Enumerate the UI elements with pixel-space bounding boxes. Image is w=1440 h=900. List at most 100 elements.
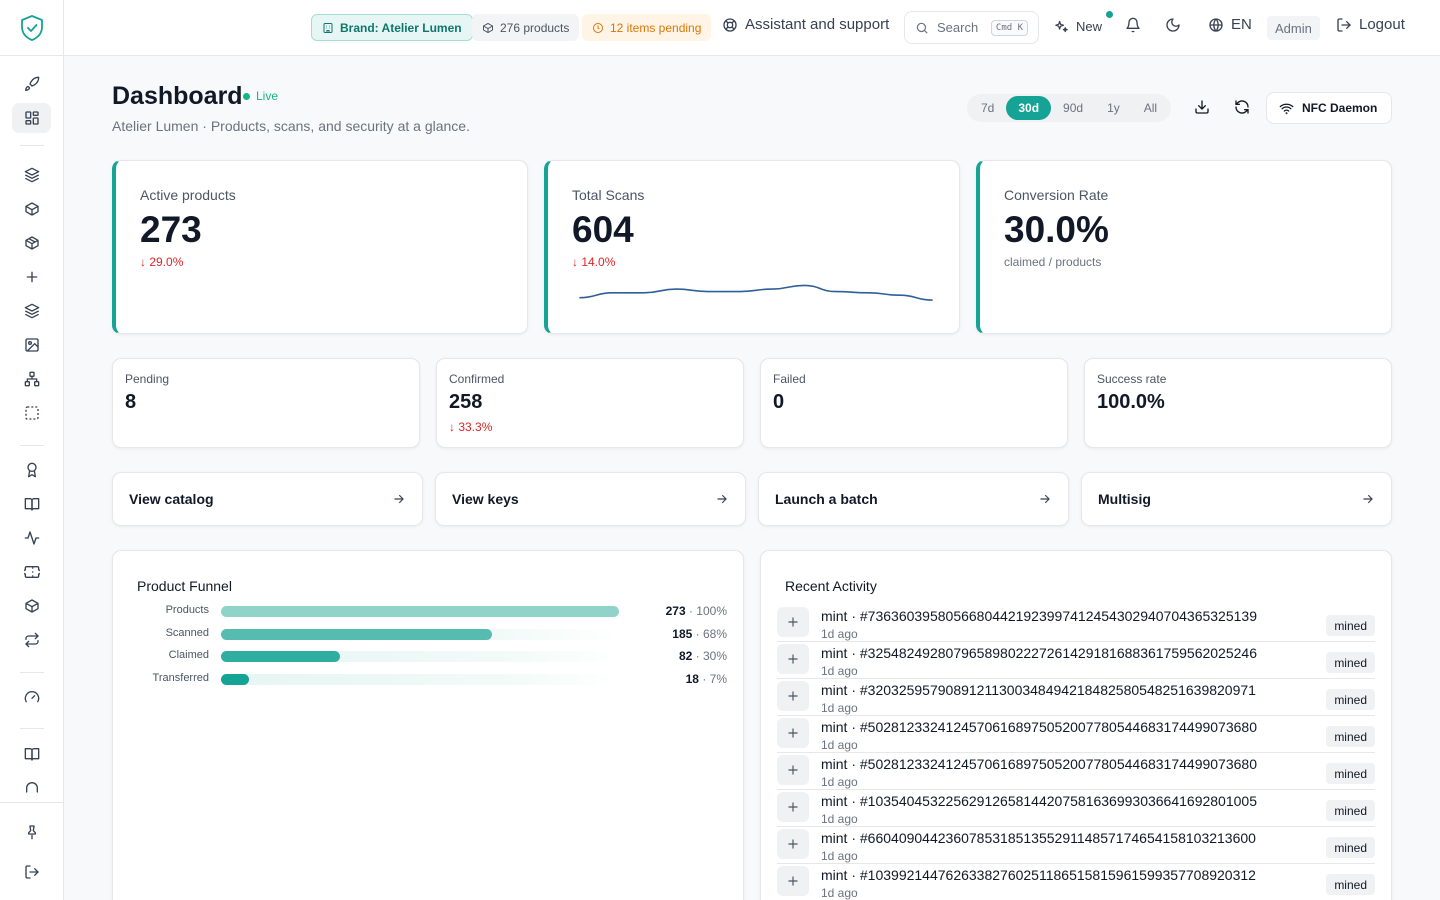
stat-label: Failed — [773, 372, 806, 386]
nfc-daemon-label: NFC Daemon — [1302, 101, 1378, 115]
live-label: Live — [256, 89, 279, 103]
notifications-button[interactable] — [1125, 17, 1141, 33]
range-90d[interactable]: 90d — [1063, 101, 1084, 115]
activity-row[interactable]: mint · #50281233241245706168975052007780… — [777, 716, 1375, 753]
funnel-value: 273 · 100% — [665, 604, 727, 618]
view-keys-button[interactable]: View keys — [435, 472, 746, 526]
view-catalog-button[interactable]: View catalog — [112, 472, 423, 526]
sidebar-item-docs[interactable] — [12, 489, 51, 519]
activity-expand-button[interactable] — [777, 866, 809, 896]
brand-chip-label: Brand: Atelier Lumen — [340, 20, 462, 35]
kpi-note: claimed / products — [1004, 255, 1102, 269]
sidebar-item-guide[interactable] — [12, 739, 51, 769]
sidebar-item-tickets[interactable] — [12, 557, 51, 587]
activity-status-badge: mined — [1326, 874, 1375, 895]
activity-row[interactable]: mint · #50281233241245706168975052007780… — [777, 753, 1375, 790]
activity-row[interactable]: mint · #10399214476263382760251186515815… — [777, 864, 1375, 900]
activity-expand-button[interactable] — [777, 792, 809, 822]
sidebar-item-media[interactable] — [12, 330, 51, 360]
moon-icon — [1166, 18, 1180, 32]
activity-title: mint · #73636039580566804421923997412454… — [821, 608, 1257, 624]
activity-expand-button[interactable] — [777, 607, 809, 637]
multisig-button[interactable]: Multisig — [1081, 472, 1392, 526]
stat-label: Pending — [125, 372, 170, 386]
activity-row[interactable]: mint · #73636039580566804421923997412454… — [777, 605, 1375, 642]
arrow-right-icon — [1363, 494, 1373, 504]
assistant-link[interactable]: Assistant and support — [722, 16, 889, 33]
stat-value: 8 — [125, 391, 137, 413]
range-30d[interactable]: 30d — [1006, 96, 1052, 120]
brand-logo[interactable] — [0, 0, 63, 56]
sidebar-item-inventory[interactable] — [12, 591, 51, 621]
theme-toggle[interactable] — [1165, 17, 1181, 33]
sidebar-item-products[interactable] — [12, 194, 51, 224]
language-selector[interactable]: EN — [1208, 16, 1252, 33]
refresh-button[interactable] — [1234, 99, 1250, 115]
package-check-icon — [24, 599, 39, 613]
rocket-icon — [24, 76, 39, 91]
download-button[interactable] — [1194, 99, 1210, 115]
activity-row[interactable]: mint · #66040904423607853185135529114857… — [777, 827, 1375, 864]
sidebar-item-pin[interactable] — [12, 817, 51, 847]
stat-label: Confirmed — [449, 372, 505, 386]
sidebar-item-activity[interactable] — [12, 523, 51, 553]
activity-row[interactable]: mint · #10354045322562912658144207581636… — [777, 790, 1375, 827]
pending-chip[interactable]: 12 items pending — [582, 14, 712, 41]
products-chip[interactable]: 276 products — [472, 14, 580, 41]
brand-chip[interactable]: Brand: Atelier Lumen — [311, 14, 473, 41]
sidebar-item-transfers[interactable] — [12, 625, 51, 655]
plus-icon — [788, 802, 798, 812]
launch-batch-button[interactable]: Launch a batch — [758, 472, 1069, 526]
sidebar-item-logout[interactable] — [12, 857, 51, 887]
activity-expand-button[interactable] — [777, 829, 809, 859]
activity-expand-button[interactable] — [777, 644, 809, 674]
sidebar-item-create[interactable] — [12, 262, 51, 292]
sidebar-item-support[interactable] — [12, 773, 51, 803]
sidebar-item-selection[interactable] — [12, 398, 51, 428]
activity-row[interactable]: mint · #32548249280796589802227261429181… — [777, 642, 1375, 679]
sidebar-item-dashboard[interactable] — [12, 103, 51, 133]
activity-title: mint · #66040904423607853185135529114857… — [821, 830, 1256, 846]
funnel-count: 185 — [672, 627, 693, 641]
panel-title: Recent Activity — [785, 578, 877, 594]
sidebar-item-collections[interactable] — [12, 160, 51, 190]
sidebar-item-batches[interactable] — [12, 296, 51, 326]
activity-title: mint · #32548249280796589802227261429181… — [821, 645, 1257, 661]
nfc-daemon-button[interactable]: NFC Daemon — [1266, 92, 1392, 124]
repeat-icon — [24, 632, 39, 648]
logout-button[interactable]: Logout — [1336, 16, 1405, 33]
funnel-pct: 7% — [709, 672, 727, 686]
sidebar-item-performance[interactable] — [12, 682, 51, 712]
activity-expand-button[interactable] — [777, 681, 809, 711]
range-all[interactable]: All — [1143, 101, 1158, 115]
search-box[interactable]: Search Cmd K — [904, 11, 1039, 44]
funnel-label: Products — [165, 604, 209, 616]
box-icon — [24, 202, 39, 216]
new-button[interactable]: New — [1054, 11, 1113, 34]
activity-time: 1d ago — [821, 849, 858, 863]
activity-time: 1d ago — [821, 775, 858, 789]
stat-value: 0 — [773, 391, 785, 413]
live-status: Live — [243, 89, 278, 103]
activity-expand-button[interactable] — [777, 755, 809, 785]
new-label: New — [1076, 19, 1103, 34]
funnel-pct: 68% — [702, 627, 727, 641]
funnel-label: Scanned — [165, 627, 209, 639]
page-subtitle: Atelier Lumen · Products, scans, and sec… — [112, 118, 470, 134]
plus-icon — [26, 271, 37, 283]
sidebar-item-launch[interactable] — [12, 69, 51, 99]
image-icon — [24, 338, 39, 352]
plus-icon — [788, 654, 798, 664]
sidebar-item-packages[interactable] — [12, 228, 51, 258]
sidebar-item-network[interactable] — [12, 364, 51, 394]
sparkles-icon — [1055, 20, 1068, 33]
activity-row[interactable]: mint · #32032595790891211300348494218482… — [777, 679, 1375, 716]
funnel-count: 18 — [685, 672, 699, 686]
sidebar-item-certificates[interactable] — [12, 455, 51, 485]
wifi-icon — [1279, 103, 1294, 114]
activity-expand-button[interactable] — [777, 718, 809, 748]
kpi-delta: ↓ 29.0% — [140, 255, 184, 269]
range-7d[interactable]: 7d — [981, 101, 995, 115]
activity-time: 1d ago — [821, 627, 858, 641]
range-1y[interactable]: 1y — [1107, 101, 1120, 115]
